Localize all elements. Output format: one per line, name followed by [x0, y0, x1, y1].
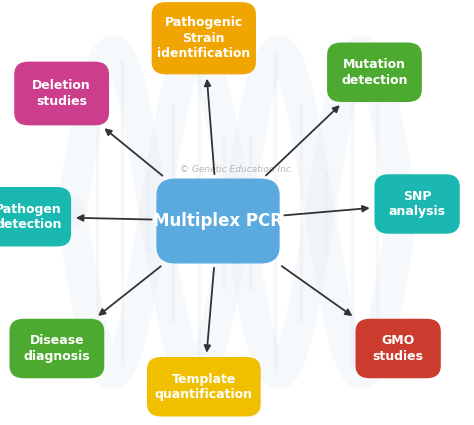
Text: © Genetic Education Inc.: © Genetic Education Inc.	[180, 165, 294, 175]
Text: Pathogen
detection: Pathogen detection	[0, 202, 62, 231]
Text: Template
quantification: Template quantification	[155, 372, 253, 401]
FancyBboxPatch shape	[14, 62, 109, 125]
FancyBboxPatch shape	[156, 178, 280, 264]
Text: Pathogenic
Strain
identification: Pathogenic Strain identification	[157, 16, 250, 60]
FancyBboxPatch shape	[152, 2, 256, 74]
FancyBboxPatch shape	[0, 187, 71, 246]
FancyBboxPatch shape	[327, 42, 422, 102]
Text: Multiplex PCR: Multiplex PCR	[153, 212, 283, 230]
Text: GMO
studies: GMO studies	[373, 334, 424, 363]
Text: SNP
analysis: SNP analysis	[389, 190, 446, 218]
FancyBboxPatch shape	[356, 319, 441, 378]
Text: Disease
diagnosis: Disease diagnosis	[24, 334, 90, 363]
Text: Mutation
detection: Mutation detection	[341, 58, 408, 87]
FancyBboxPatch shape	[9, 319, 104, 378]
FancyBboxPatch shape	[147, 357, 261, 416]
Text: Deletion
studies: Deletion studies	[32, 79, 91, 108]
FancyBboxPatch shape	[374, 174, 460, 234]
